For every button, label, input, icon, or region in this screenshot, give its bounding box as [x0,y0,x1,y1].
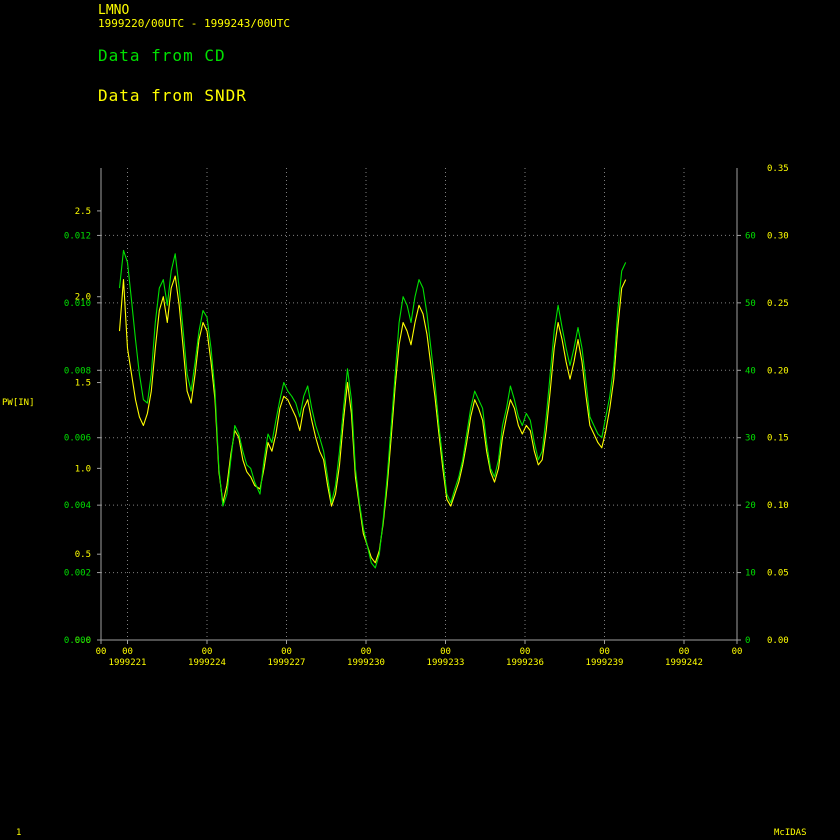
tick-labels: 00 00199922100199922400199922700199923000… [64,164,789,668]
y-right-outer-tick-label: 0.35 [767,164,789,174]
station-title: LMNO [98,3,130,18]
y-left-inner-tick-label: 0.008 [64,366,91,376]
x-tick-label-day: 1999221 [109,658,147,668]
y-left-inner-tick-label: 0.004 [64,501,91,511]
y-left-outer-tick-label: 1.5 [75,379,91,389]
x-tick-label-hour: 00 [599,647,610,657]
mcidas-brand: McIDAS [774,828,807,838]
x-tick-label-day: 1999227 [268,658,306,668]
y-right-outer-tick-label: 0.20 [767,366,789,376]
y-right-outer-tick-label: 0.05 [767,569,789,579]
x-tick-label-day: 1999224 [188,658,226,668]
y-right-inner-tick-label: 40 [745,366,756,376]
x-tick-label-day: 1999236 [506,658,544,668]
x-tick-label-day: 1999242 [665,658,703,668]
y-left-inner-tick-label: 0.000 [64,636,91,646]
y-left-outer-tick-label: 0.5 [75,550,91,560]
x-tick-label-hour: 00 [281,647,292,657]
x-tick-label-hour: 00 [440,647,451,657]
y-right-outer-tick-label: 0.00 [767,636,789,646]
y-left-inner-tick-label: 0.010 [64,299,91,309]
x-tick-label-hour: 00 [679,647,690,657]
y-left-inner-tick-label: 0.006 [64,434,91,444]
y-right-inner-tick-label: 30 [745,434,756,444]
y-axis-label: PW[IN] [2,398,35,408]
axes [97,168,741,644]
y-left-outer-tick-label: 1.0 [75,464,91,474]
y-right-outer-tick-label: 0.30 [767,231,789,241]
y-left-outer-tick-label: 2.0 [75,293,91,303]
y-right-inner-tick-label: 20 [745,501,756,511]
y-left-inner-tick-label: 0.012 [64,231,91,241]
legend-cd: Data from CD [98,46,226,65]
x-tick-label-hour: 00 [732,647,743,657]
y-right-outer-tick-label: 0.10 [767,501,789,511]
x-tick-label-hour: 00 [122,647,133,657]
series-line-cd [118,249,627,569]
y-right-outer-tick-label: 0.15 [767,434,789,444]
x-tick-label-day: 1999239 [586,658,624,668]
x-tick-label-hour: 00 [96,647,107,657]
y-right-inner-tick-label: 50 [745,299,756,309]
y-left-inner-tick-label: 0.002 [64,569,91,579]
x-tick-label-day: 1999230 [347,658,385,668]
grid [101,168,737,640]
series [118,249,627,569]
y-right-inner-tick-label: 60 [745,231,756,241]
y-right-outer-tick-label: 0.25 [767,299,789,309]
date-range: 1999220/00UTC - 1999243/00UTC [98,17,291,30]
y-left-outer-tick-label: 0.0 [75,636,91,646]
legend-sndr: Data from SNDR [98,86,247,105]
x-tick-label-hour: 00 [361,647,372,657]
y-right-inner-tick-label: 10 [745,569,756,579]
x-tick-label-hour: 00 [520,647,531,657]
x-tick-label-day: 1999233 [427,658,465,668]
y-left-outer-tick-label: 2.5 [75,207,91,217]
series-line-sndr [118,275,627,564]
y-right-inner-tick-label: 0 [745,636,750,646]
x-tick-label-hour: 00 [202,647,213,657]
frame-number: 1 [16,828,22,838]
